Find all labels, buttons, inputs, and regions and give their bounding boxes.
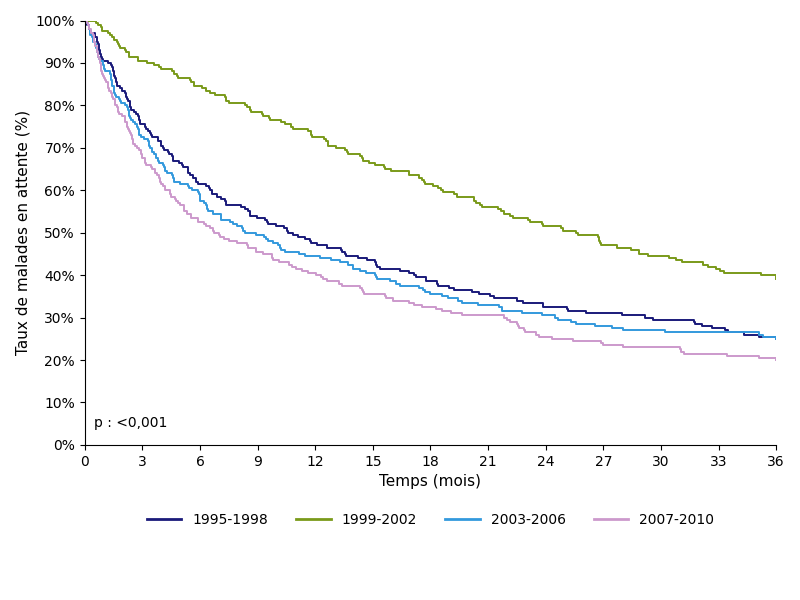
1999-2002 [94, 21, 103, 28]
2007-2010 [114, 108, 123, 115]
Legend: 1995-1998, 1999-2002, 2003-2006, 2007-2010: 1995-1998, 1999-2002, 2003-2006, 2007-20… [141, 507, 720, 532]
1999-2002 [634, 250, 644, 257]
1999-2002 [771, 276, 781, 283]
Line: 1999-2002: 1999-2002 [85, 20, 776, 280]
Line: 2007-2010: 2007-2010 [85, 20, 776, 360]
1995-1998 [771, 335, 781, 343]
1999-2002 [331, 142, 341, 149]
1995-1998 [90, 32, 100, 39]
1995-1998 [108, 66, 118, 73]
1999-2002 [246, 106, 256, 113]
2007-2010 [94, 55, 103, 62]
1995-1998 [80, 17, 90, 24]
2007-2010 [771, 356, 781, 364]
2003-2006 [458, 297, 467, 304]
2003-2006 [607, 322, 617, 329]
2007-2010 [80, 17, 90, 24]
Text: p : <0,001: p : <0,001 [94, 416, 168, 430]
2007-2010 [514, 320, 523, 328]
2007-2010 [103, 80, 113, 88]
2007-2010 [499, 314, 509, 321]
2003-2006 [126, 115, 135, 122]
X-axis label: Temps (mois): Temps (mois) [379, 474, 482, 489]
1995-1998 [159, 144, 169, 151]
2003-2006 [162, 170, 172, 177]
1995-1998 [135, 121, 145, 128]
1999-2002 [257, 110, 266, 118]
1995-1998 [698, 322, 707, 329]
1995-1998 [169, 155, 178, 162]
Line: 1995-1998: 1995-1998 [85, 20, 776, 339]
2007-2010 [103, 83, 113, 90]
2003-2006 [80, 17, 90, 24]
Y-axis label: Taux de malades en attente (%): Taux de malades en attente (%) [15, 110, 30, 355]
1999-2002 [323, 140, 333, 147]
Line: 2003-2006: 2003-2006 [85, 20, 776, 339]
2003-2006 [771, 335, 781, 343]
2003-2006 [240, 227, 250, 234]
1999-2002 [80, 17, 90, 24]
2003-2006 [659, 327, 669, 334]
